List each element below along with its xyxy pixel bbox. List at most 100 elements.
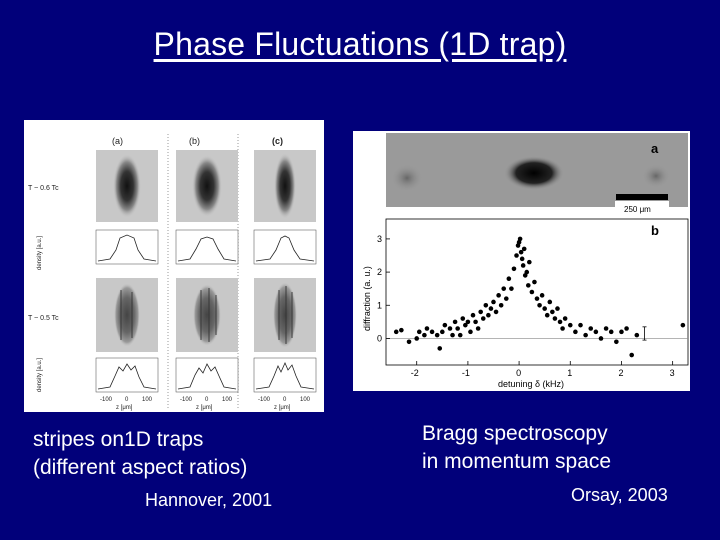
data-point bbox=[544, 312, 550, 318]
data-point bbox=[475, 326, 481, 331]
column-label-c: (c) bbox=[272, 136, 283, 146]
data-point bbox=[537, 302, 542, 308]
tick-label-a-pos: 100 bbox=[142, 397, 153, 403]
data-point bbox=[557, 319, 563, 325]
data-point bbox=[498, 302, 504, 308]
data-point bbox=[567, 322, 573, 328]
data-point bbox=[542, 306, 547, 311]
density-profiles-row-2 bbox=[95, 357, 317, 393]
data-point bbox=[470, 312, 476, 318]
data-point bbox=[629, 352, 634, 358]
data-point bbox=[488, 306, 494, 311]
x-tick-label: 2 bbox=[618, 368, 623, 378]
data-point bbox=[465, 319, 471, 325]
column-label-a: (a) bbox=[112, 136, 123, 146]
data-point bbox=[539, 293, 545, 298]
y-tick-label: 2 bbox=[377, 267, 382, 277]
data-point bbox=[442, 322, 448, 328]
x-tick-label: 3 bbox=[670, 368, 675, 378]
right-caption-line-1: Bragg spectroscopy bbox=[422, 422, 608, 445]
data-point bbox=[452, 319, 458, 325]
data-point bbox=[399, 327, 404, 333]
data-point bbox=[514, 253, 519, 258]
panel-b-label: b bbox=[651, 223, 659, 238]
data-point bbox=[509, 286, 514, 291]
data-point bbox=[562, 316, 568, 321]
column-label-b: (b) bbox=[189, 136, 200, 146]
row-label-2: T ~ 0.5 Tc bbox=[28, 315, 59, 322]
data-point bbox=[534, 296, 540, 301]
data-point bbox=[483, 302, 489, 308]
data-point bbox=[527, 259, 532, 265]
data-point bbox=[468, 329, 473, 335]
data-point bbox=[547, 299, 553, 305]
data-point bbox=[555, 306, 560, 311]
data-point bbox=[414, 336, 420, 341]
xlabel-c: z [μm] bbox=[274, 405, 291, 411]
y-tick-label: 3 bbox=[377, 234, 382, 244]
data-point bbox=[503, 296, 509, 301]
data-point bbox=[521, 246, 527, 252]
data-point bbox=[529, 289, 535, 295]
right-credit: Orsay, 2003 bbox=[571, 485, 668, 505]
panel-a-image bbox=[386, 133, 688, 215]
data-point bbox=[406, 339, 412, 345]
data-point bbox=[573, 329, 578, 335]
x-tick-label: -1 bbox=[462, 368, 470, 378]
data-point bbox=[519, 256, 525, 262]
data-point bbox=[460, 316, 466, 321]
left-caption: stripes on1D traps (different aspect rat… bbox=[33, 426, 247, 482]
data-point bbox=[506, 276, 512, 282]
data-point bbox=[463, 322, 468, 328]
data-point bbox=[450, 332, 455, 338]
right-caption: Bragg spectroscopy in momentum space bbox=[422, 420, 611, 476]
data-point bbox=[422, 332, 427, 338]
right-caption-line-2: in momentum space bbox=[422, 450, 612, 473]
plot-frame bbox=[385, 218, 689, 366]
tick-label-b-neg: -100 bbox=[180, 397, 193, 403]
x-tick-label: 1 bbox=[567, 368, 572, 378]
data-point bbox=[598, 336, 604, 341]
data-point bbox=[429, 329, 435, 335]
data-point bbox=[478, 309, 483, 315]
panel-a-label: a bbox=[651, 141, 659, 156]
orsay-figure: a 250 μm b -2 -1 0 1 2 3 0 1 2 3 diffraction (a. … bbox=[353, 131, 690, 391]
data-point bbox=[532, 279, 537, 285]
slide-title: Phase Fluctuations (1D trap) bbox=[153, 26, 567, 62]
data-point bbox=[680, 322, 686, 328]
tick-label-a-neg: -100 bbox=[100, 397, 113, 403]
tick-label-b-pos: 100 bbox=[222, 397, 233, 403]
plot-xlabel: detuning δ (kHz) bbox=[498, 379, 564, 389]
plot-ylabel: diffraction (a. u.) bbox=[362, 266, 372, 331]
data-point bbox=[437, 346, 443, 351]
density-ylabel-bottom: density [a.u.] bbox=[37, 358, 43, 392]
data-point bbox=[455, 326, 460, 331]
data-point bbox=[552, 316, 558, 321]
data-point bbox=[440, 329, 445, 335]
tick-label-c-pos: 100 bbox=[300, 397, 311, 403]
data-point bbox=[486, 312, 491, 318]
data-point bbox=[517, 236, 523, 242]
left-caption-line-1: stripes on1D traps bbox=[33, 428, 204, 451]
xlabel-b: z [μm] bbox=[196, 405, 213, 411]
hannover-figure: (a) (b) (c) T ~ 0.6 Tc T ~ 0.5 Tc densit… bbox=[24, 120, 324, 412]
data-point bbox=[473, 319, 478, 325]
data-point bbox=[614, 339, 619, 345]
scale-bar-label: 250 μm bbox=[624, 205, 651, 214]
data-point bbox=[518, 249, 524, 255]
absorption-images-row-2 bbox=[96, 278, 316, 352]
data-point bbox=[634, 332, 640, 338]
y-tick-label: 0 bbox=[377, 333, 382, 343]
tick-label-c-zero: 0 bbox=[283, 397, 287, 403]
tick-label-b-zero: 0 bbox=[205, 397, 209, 403]
y-tick-label: 1 bbox=[377, 300, 382, 310]
data-point bbox=[603, 326, 609, 331]
tick-label-c-neg: -100 bbox=[258, 397, 271, 403]
bragg-scatter-plot: -2 -1 0 1 2 3 0 1 2 3 bbox=[377, 234, 688, 378]
left-caption-line-2: (different aspect ratios) bbox=[33, 456, 248, 479]
data-point bbox=[501, 286, 507, 291]
data-point bbox=[434, 332, 440, 338]
data-point bbox=[593, 329, 599, 335]
data-point bbox=[480, 316, 486, 321]
data-point bbox=[520, 263, 526, 268]
